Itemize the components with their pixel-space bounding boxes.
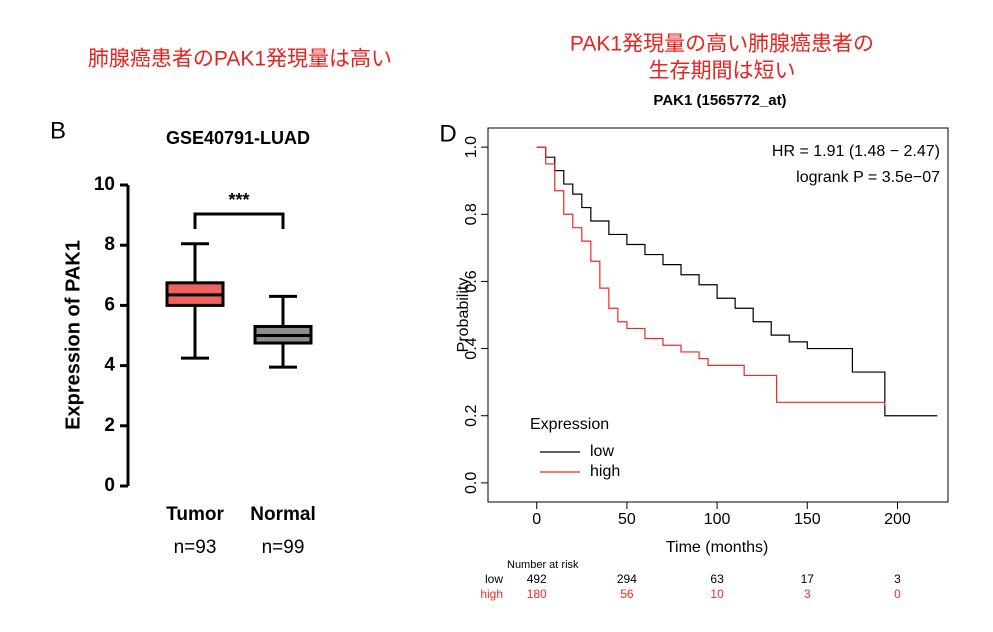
y-tick-label: 0.0 [463, 472, 480, 494]
x-tick-label: 0 [532, 511, 541, 528]
y-tick-label: 0.2 [463, 404, 480, 426]
risk-count: 10 [710, 587, 724, 601]
y-tick-label: 0.6 [463, 270, 480, 292]
chart-title: GSE40791-LUAD [166, 128, 310, 148]
risk-count: 3 [804, 587, 811, 601]
heading: PAK1発現量の高い肺腺癌患者の [570, 33, 874, 56]
heading: 肺腺癌患者のPAK1発現量は高い [88, 48, 392, 71]
risk-row-name: high [480, 587, 503, 601]
risk-table-title: Number at risk [507, 559, 579, 571]
annotation: logrank P = 3.5e−07 [796, 169, 940, 186]
significance: *** [228, 190, 249, 210]
risk-count: 294 [617, 572, 637, 586]
significance-bracket [193, 212, 285, 229]
sample-size: n=99 [262, 537, 305, 558]
chart-title: PAK1 (1565772_at) [653, 92, 786, 109]
panel-label: B [50, 117, 66, 144]
y-tick-label: 6 [104, 294, 115, 315]
risk-count: 63 [710, 572, 724, 586]
x-axis-label: Time (months) [666, 539, 769, 556]
risk-count: 0 [894, 587, 901, 601]
risk-count: 492 [527, 572, 547, 586]
y-tick-label: 4 [104, 355, 115, 376]
x-tick-label: Normal [250, 504, 315, 525]
y-tick-label: 8 [104, 234, 115, 255]
x-tick-label: 50 [618, 511, 636, 528]
risk-count: 17 [801, 572, 815, 586]
heading: 生存期間は短い [649, 60, 796, 83]
risk-count: 3 [894, 572, 901, 586]
risk-count: 56 [620, 587, 634, 601]
sample-size: n=93 [174, 537, 217, 558]
annotation: HR = 1.91 (1.48 − 2.47) [772, 143, 940, 160]
risk-row-name: low [485, 572, 503, 586]
panel-label: D [439, 120, 456, 147]
legend-label: high [590, 463, 620, 480]
y-axis-label: Probability [455, 278, 472, 353]
y-tick-label: 1.0 [463, 136, 480, 158]
y-tick-label: 2 [104, 415, 115, 436]
legend-title: Expression [530, 416, 609, 433]
x-tick-label: 150 [794, 511, 821, 528]
x-tick-label: 200 [884, 511, 911, 528]
legend-label: low [590, 443, 614, 460]
y-tick-label: 10 [94, 174, 115, 195]
y-axis-label: Expression of PAK1 [62, 240, 84, 430]
y-tick-label: 0.4 [463, 337, 480, 359]
plot-frame [487, 127, 949, 503]
x-tick-label: 100 [704, 511, 731, 528]
y-tick-label: 0 [104, 475, 115, 496]
survival-curve [536, 146, 886, 406]
risk-count: 180 [527, 587, 547, 601]
x-tick-label: Tumor [166, 504, 224, 525]
survival-curve [536, 146, 938, 417]
y-tick-label: 0.8 [463, 203, 480, 225]
